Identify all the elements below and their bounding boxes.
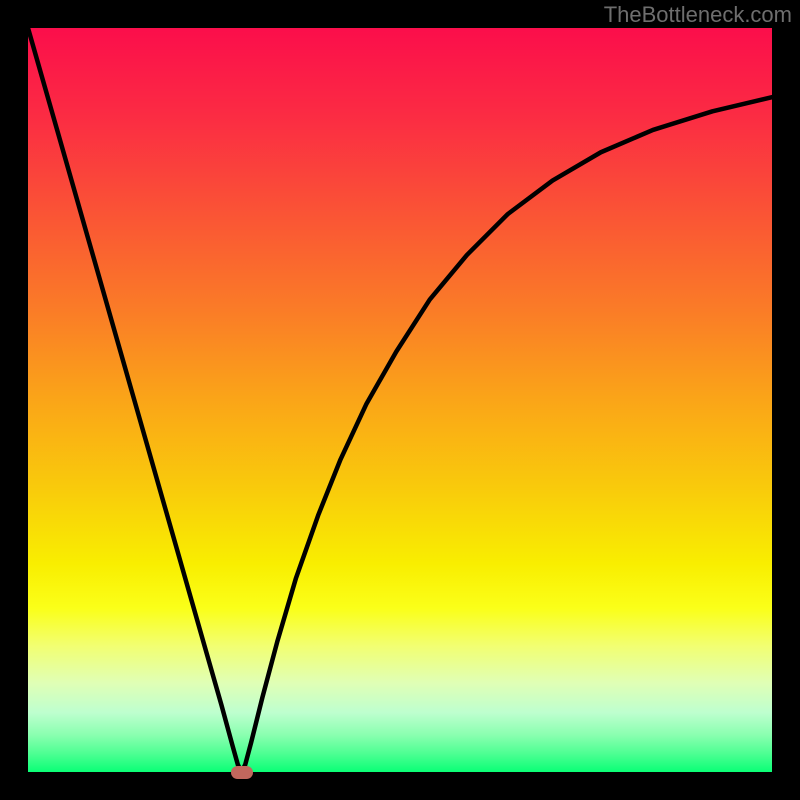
minimum-point-marker xyxy=(231,766,253,779)
chart-curve-svg xyxy=(28,28,772,772)
curve-line xyxy=(28,28,772,772)
watermark-text: TheBottleneck.com xyxy=(604,2,792,28)
